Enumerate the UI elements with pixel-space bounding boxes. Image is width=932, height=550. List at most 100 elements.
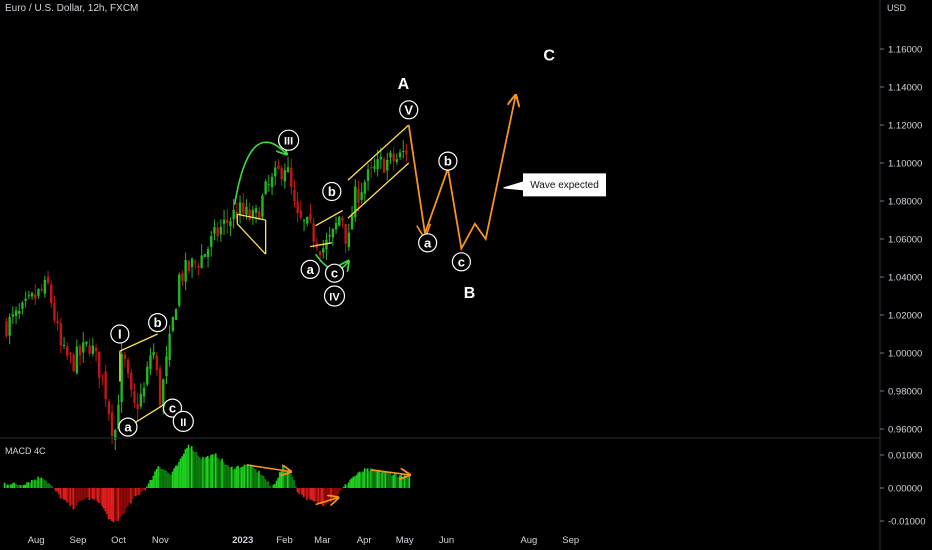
macd-bar: [162, 469, 164, 488]
candle-body: [98, 351, 101, 378]
candle-body: [293, 189, 296, 202]
wave-label-a: a: [424, 235, 432, 250]
macd-bar: [243, 464, 246, 488]
macd-bar: [83, 488, 86, 500]
candle-body: [402, 151, 405, 153]
macd-bar: [202, 456, 204, 488]
macd-bar: [226, 465, 228, 488]
macd-pane[interactable]: [3, 444, 410, 523]
candle-body: [82, 342, 85, 353]
macd-bar: [314, 488, 316, 502]
candle-body: [110, 412, 114, 437]
candle-body: [149, 355, 152, 370]
time-tick-label: Nov: [152, 535, 169, 546]
macd-bar: [390, 475, 393, 488]
macd-bar: [45, 480, 47, 488]
candle-body: [162, 379, 165, 406]
macd-bar: [149, 480, 151, 488]
macd-bar: [136, 488, 139, 495]
macd-bar: [114, 488, 116, 522]
macd-bar: [278, 472, 281, 488]
macd-bar: [302, 488, 305, 498]
macd-bar: [14, 483, 17, 488]
candle-body: [206, 249, 210, 258]
macd-bar: [386, 471, 388, 488]
candle-body: [354, 186, 357, 218]
channel-line-upper: [237, 213, 266, 221]
candle-body: [229, 221, 232, 226]
macd-bar: [387, 472, 390, 488]
candle-body: [210, 235, 213, 248]
candle-body: [245, 206, 248, 215]
macd-bar: [342, 486, 345, 488]
macd-bar: [90, 488, 92, 498]
macd-bar: [61, 488, 63, 499]
macd-bar: [285, 471, 287, 488]
macd-bar: [78, 488, 81, 502]
macd-bar: [261, 475, 263, 488]
macd-bar: [122, 488, 124, 515]
macd-bar: [299, 488, 302, 494]
macd-bar: [325, 488, 327, 505]
wave-label-A: A: [398, 76, 410, 93]
macd-bar: [349, 479, 351, 488]
macd-bar: [165, 470, 167, 488]
macd-bar: [46, 483, 49, 488]
macd-bar: [344, 484, 347, 488]
candle-body: [85, 341, 88, 344]
macd-bar: [338, 488, 340, 495]
candle-body: [328, 234, 331, 237]
wave-label-circle: [418, 233, 438, 253]
macd-bar: [366, 468, 369, 488]
macd-bar: [262, 475, 265, 488]
candle-body: [232, 209, 235, 220]
macd-bar: [72, 488, 75, 510]
macd-bar: [301, 488, 303, 495]
macd-bar: [352, 476, 355, 488]
macd-bar: [248, 466, 251, 488]
macd-bar: [51, 486, 54, 488]
macd-bar: [80, 488, 83, 501]
macd-bar: [264, 479, 267, 488]
candle-body: [216, 227, 219, 237]
macd-bar: [362, 471, 364, 488]
macd-bar: [146, 486, 148, 488]
candle-body: [331, 228, 335, 238]
candle-body: [261, 195, 264, 217]
candle-body: [325, 239, 328, 250]
macd-bar: [86, 488, 89, 498]
macd-bar: [339, 488, 342, 491]
macd-bar: [229, 467, 231, 488]
candle-body: [379, 156, 383, 160]
macd-bar: [42, 478, 44, 488]
macd-bar: [171, 471, 174, 488]
wave-label-circle: [438, 151, 458, 171]
macd-bar: [317, 488, 319, 505]
price-tick-label: 1.10000: [888, 159, 922, 170]
candle-body: [34, 294, 37, 299]
macd-bar: [398, 475, 401, 488]
macd-bar: [221, 458, 223, 488]
candle-body: [322, 248, 325, 253]
macd-bar: [227, 465, 230, 488]
candle-body: [155, 355, 159, 371]
macd-bar: [306, 488, 308, 501]
wave-label-b: b: [444, 154, 452, 169]
macd-bar: [331, 488, 334, 501]
candle-body: [114, 430, 117, 440]
wave-label-V: V: [404, 102, 413, 117]
macd-bar: [406, 477, 409, 488]
macd-bar: [394, 473, 396, 488]
macd-bar: [358, 471, 361, 488]
candle-body: [66, 346, 69, 356]
macd-bar: [144, 488, 147, 491]
macd-bar: [77, 488, 79, 503]
macd-bar: [258, 470, 260, 488]
wave-label-b: b: [154, 315, 162, 330]
candle-body: [280, 168, 283, 180]
macd-bar: [170, 474, 172, 488]
macd-bar: [315, 488, 318, 502]
macd-bar: [147, 483, 150, 488]
